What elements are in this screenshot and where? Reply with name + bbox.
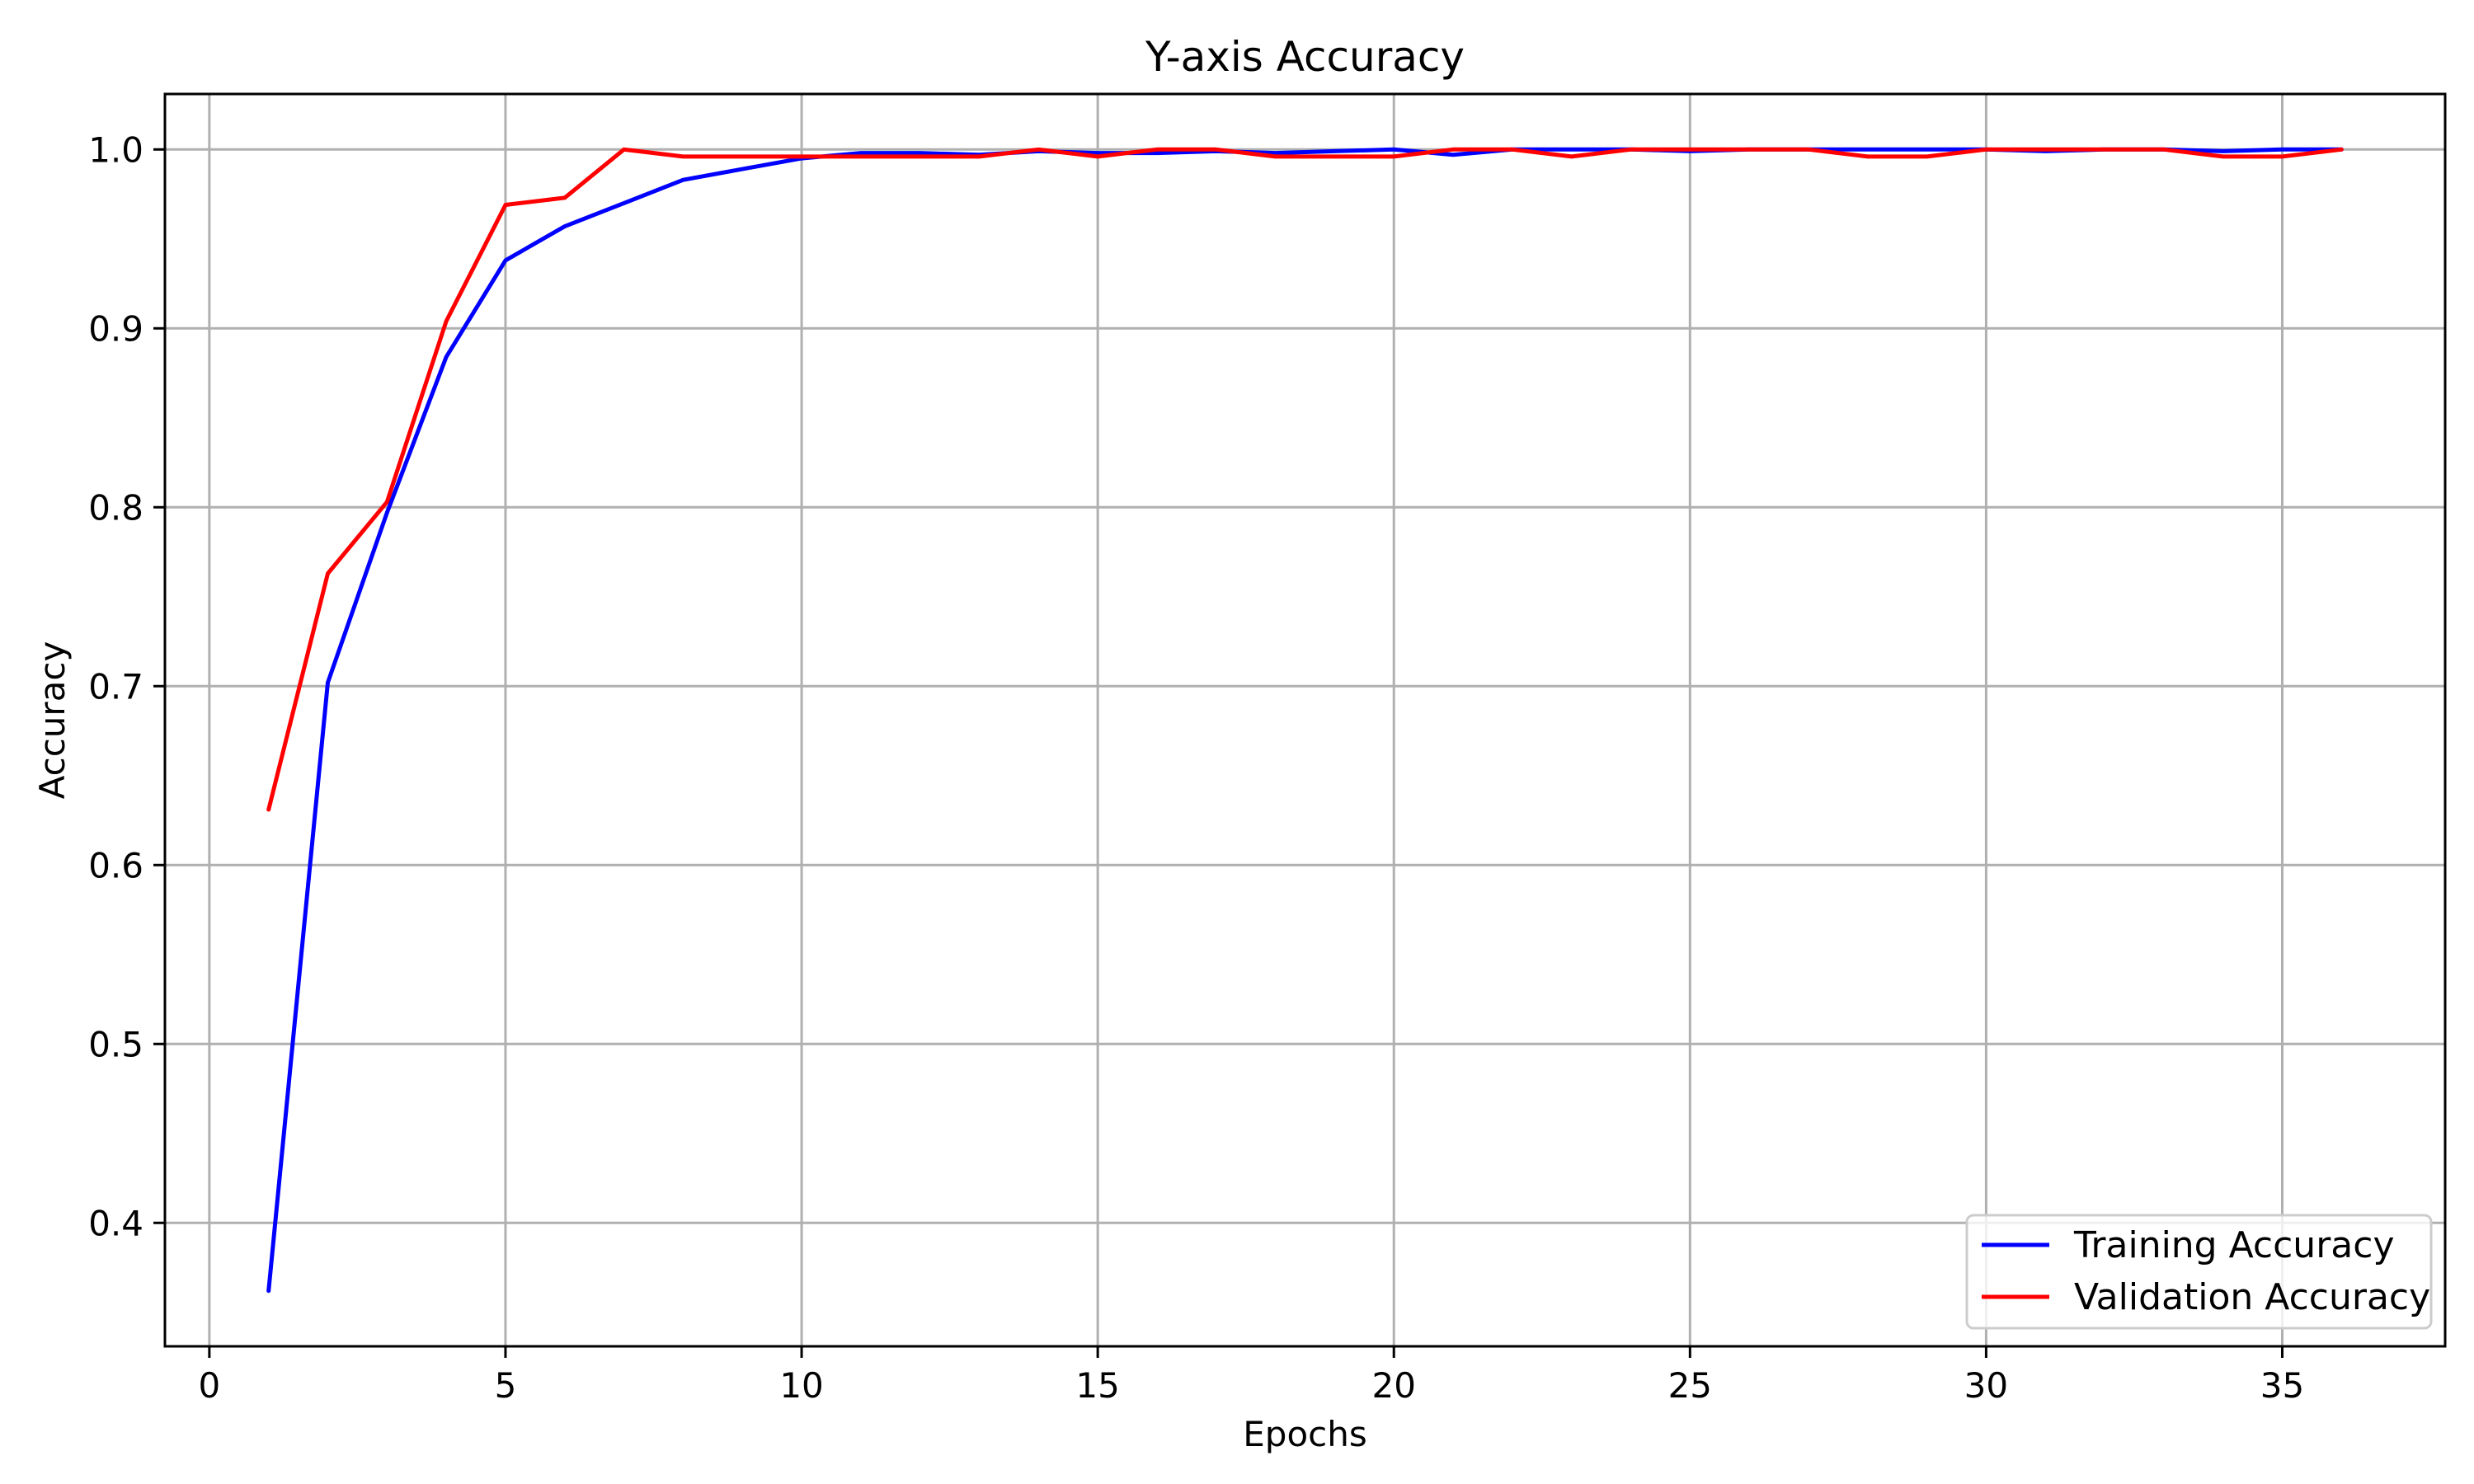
- grid: [165, 94, 2445, 1346]
- legend: Training Accuracy Validation Accuracy: [1965, 1214, 2433, 1330]
- x-tick-label: 10: [779, 1365, 823, 1406]
- y-tick-label: 0.6: [88, 845, 143, 885]
- x-tick-label: 0: [198, 1365, 220, 1406]
- legend-label-training: Training Accuracy: [2073, 1224, 2394, 1266]
- y-tick-label: 0.7: [88, 666, 143, 707]
- x-tick-label: 30: [1964, 1365, 2008, 1406]
- legend-label-validation: Validation Accuracy: [2074, 1276, 2430, 1318]
- x-tick-label: 15: [1075, 1365, 1119, 1406]
- x-tick-label: 20: [1372, 1365, 1416, 1406]
- x-tick-label: 25: [1668, 1365, 1712, 1406]
- x-axis-ticks: 0 5 10 15 20 25 30 35: [198, 1346, 2304, 1406]
- plot-frame: [163, 92, 2447, 1348]
- y-axis-ticks: 0.4 0.5 0.6 0.7 0.8 0.9 1.0: [88, 129, 165, 1243]
- legend-box: [1965, 1214, 2433, 1330]
- x-axis-label: Epochs: [1243, 1414, 1367, 1454]
- validation-accuracy-line: [266, 147, 2344, 812]
- y-tick-label: 1.0: [88, 129, 143, 170]
- x-tick-label: 5: [495, 1365, 517, 1406]
- x-tick-label: 35: [2260, 1365, 2304, 1406]
- y-axis-label: Accuracy: [32, 641, 73, 800]
- y-tick-label: 0.8: [88, 487, 143, 528]
- chart-title: Y-axis Accuracy: [1145, 33, 1465, 81]
- series-lines: [266, 147, 2344, 1294]
- y-tick-label: 0.9: [88, 308, 143, 349]
- y-tick-label: 0.4: [88, 1203, 143, 1243]
- y-tick-label: 0.5: [88, 1024, 143, 1064]
